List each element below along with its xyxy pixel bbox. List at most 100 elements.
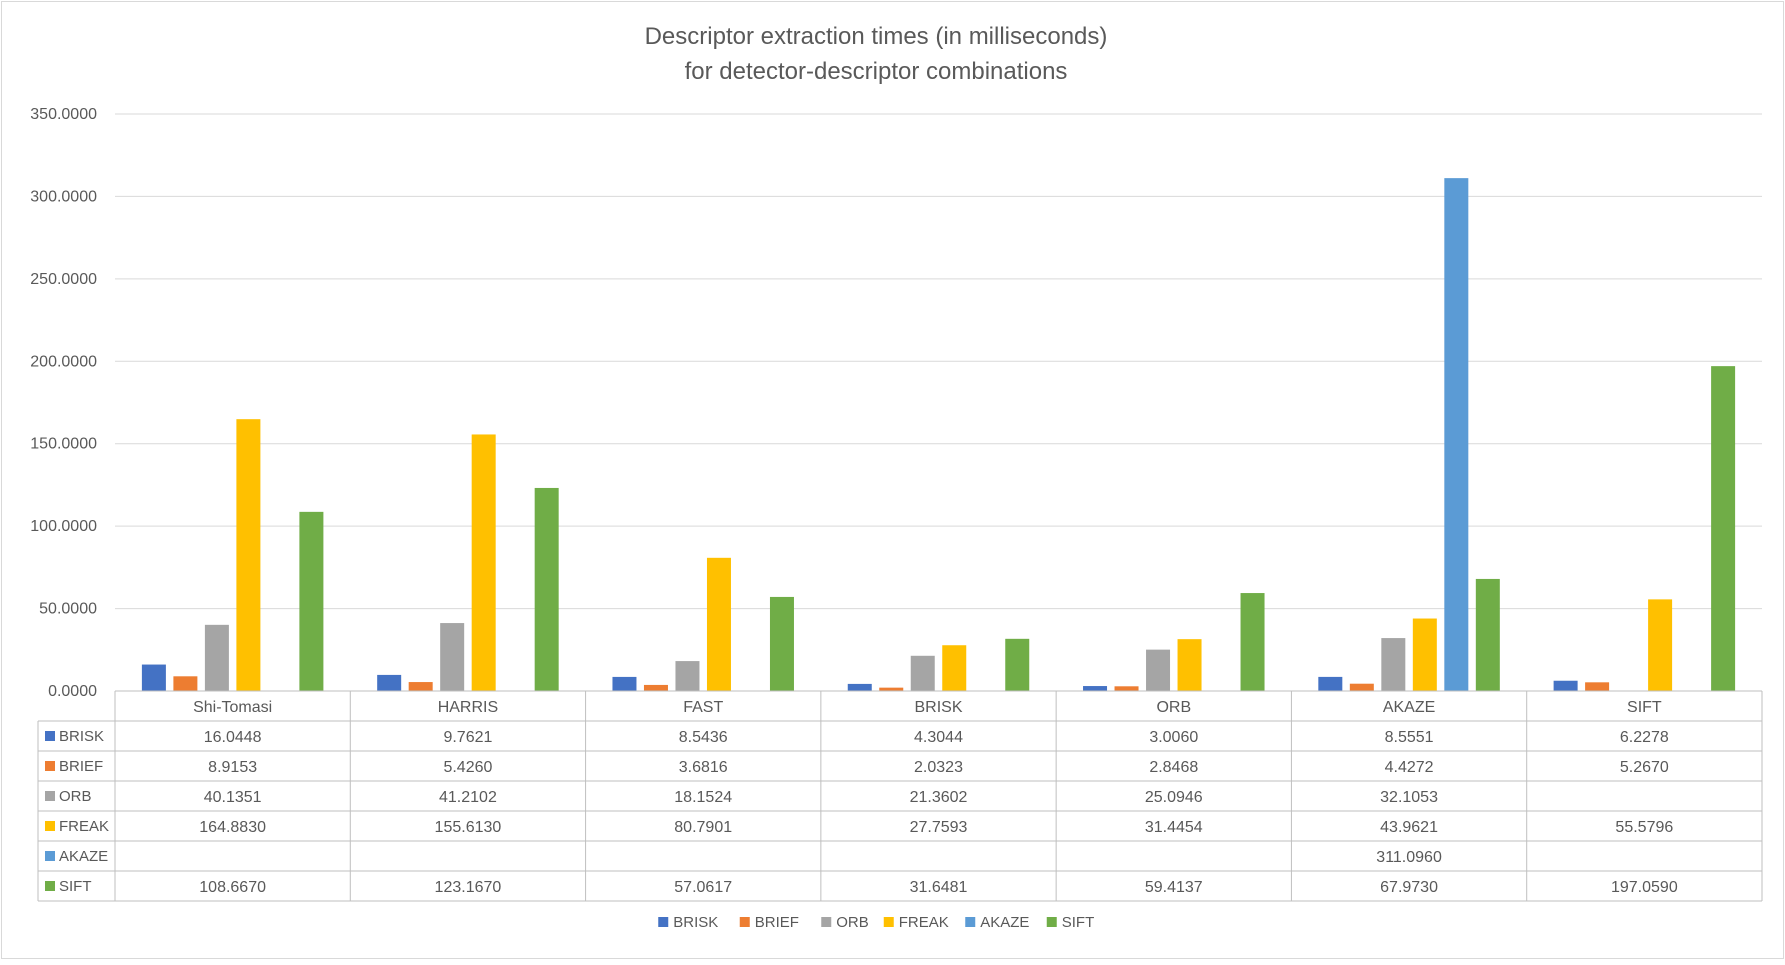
bar-sift-harris bbox=[534, 487, 559, 691]
bar-brisk-harris bbox=[377, 674, 402, 691]
y-tick-label: 300.0000 bbox=[30, 188, 97, 205]
bar-brief-shi-tomasi bbox=[173, 676, 198, 691]
data-label: 3.0060 bbox=[1149, 729, 1198, 746]
legend-label-akaze: AKAZE bbox=[980, 914, 1029, 931]
bar-brief-akaze bbox=[1349, 683, 1374, 691]
bar-orb-akaze bbox=[1381, 638, 1406, 691]
data-label: 5.4260 bbox=[443, 759, 492, 776]
data-label: 197.0590 bbox=[1611, 879, 1678, 896]
bar-brisk-shi-tomasi bbox=[141, 664, 166, 691]
table-legend-key bbox=[45, 851, 55, 861]
data-label: 31.6481 bbox=[910, 879, 968, 896]
category-label: HARRIS bbox=[438, 699, 498, 716]
table-series-label: AKAZE bbox=[59, 848, 108, 865]
bar-brief-orb bbox=[1114, 686, 1139, 691]
data-label: 55.5796 bbox=[1615, 819, 1673, 836]
legend-swatch-freak bbox=[883, 917, 894, 927]
table-legend-key bbox=[45, 821, 55, 831]
data-label: 80.7901 bbox=[674, 819, 732, 836]
bar-brief-fast bbox=[643, 684, 668, 691]
legend-label-sift: SIFT bbox=[1062, 914, 1095, 931]
legend-label-brief: BRIEF bbox=[755, 914, 799, 931]
table-series-label: SIFT bbox=[59, 878, 92, 895]
data-label: 2.8468 bbox=[1149, 759, 1198, 776]
data-label: 59.4137 bbox=[1145, 879, 1203, 896]
data-label: 123.1670 bbox=[435, 879, 502, 896]
chart-title-line-2: for detector-descriptor combinations bbox=[685, 58, 1068, 85]
bar-freak-akaze bbox=[1412, 618, 1437, 691]
data-label: 32.1053 bbox=[1380, 789, 1438, 806]
bar-freak-fast bbox=[706, 557, 731, 691]
data-label: 108.6670 bbox=[199, 879, 266, 896]
data-label: 31.4454 bbox=[1145, 819, 1203, 836]
data-label: 57.0617 bbox=[674, 879, 732, 896]
bar-sift-fast bbox=[769, 596, 794, 691]
y-tick-label: 250.0000 bbox=[30, 271, 97, 288]
category-label: AKAZE bbox=[1383, 699, 1435, 716]
bar-akaze-akaze bbox=[1444, 178, 1469, 692]
bar-freak-brisk bbox=[942, 645, 967, 691]
bar-sift-akaze bbox=[1475, 578, 1500, 691]
data-label: 43.9621 bbox=[1380, 819, 1438, 836]
y-tick-label: 200.0000 bbox=[30, 353, 97, 370]
bar-orb-fast bbox=[675, 661, 700, 691]
legend-swatch-brief bbox=[739, 917, 750, 927]
bar-freak-harris bbox=[471, 434, 496, 691]
category-label: ORB bbox=[1156, 699, 1191, 716]
legend: BRISK BRIEF ORB FREAK AKAZE SIFT bbox=[658, 914, 1094, 931]
legend-swatch-akaze bbox=[965, 917, 976, 927]
bar-orb-harris bbox=[440, 623, 465, 691]
data-label: 41.2102 bbox=[439, 789, 497, 806]
table-legend-key bbox=[45, 731, 55, 741]
data-label: 311.0960 bbox=[1376, 849, 1442, 866]
legend-swatch-orb bbox=[821, 917, 832, 927]
data-label: 4.4272 bbox=[1385, 759, 1434, 776]
table-legend-key bbox=[45, 761, 55, 771]
data-table: Shi-Tomasi HARRIS FAST BRISK ORB AKAZE SIFT BRI… bbox=[37, 690, 1763, 902]
bar-brisk-orb bbox=[1083, 686, 1108, 691]
y-tick-label: 100.0000 bbox=[30, 518, 97, 535]
bar-orb-brisk bbox=[910, 655, 935, 691]
data-label: 8.5436 bbox=[679, 729, 728, 746]
data-label: 25.0946 bbox=[1145, 789, 1203, 806]
table-series-label: ORB bbox=[59, 788, 92, 805]
data-label: 4.3044 bbox=[914, 729, 963, 746]
bar-brief-harris bbox=[408, 682, 433, 691]
legend-swatch-brisk bbox=[658, 917, 669, 927]
table-series-label: FREAK bbox=[59, 818, 109, 835]
data-label: 6.2278 bbox=[1620, 729, 1669, 746]
bar-freak-shi-tomasi bbox=[236, 419, 261, 691]
bar-brisk-fast bbox=[612, 676, 637, 691]
category-label: FAST bbox=[683, 699, 723, 716]
data-label: 18.1524 bbox=[674, 789, 732, 806]
legend-label-freak: FREAK bbox=[899, 914, 949, 931]
bar-freak-orb bbox=[1177, 639, 1202, 691]
data-label: 3.6816 bbox=[679, 759, 728, 776]
bar-orb-orb bbox=[1146, 649, 1171, 691]
category-label: BRISK bbox=[914, 699, 962, 716]
bar-brisk-akaze bbox=[1318, 676, 1343, 691]
bar-brief-brisk bbox=[879, 687, 904, 691]
bar-sift-orb bbox=[1240, 593, 1265, 691]
chart-title-line-1: Descriptor extraction times (in millisec… bbox=[645, 23, 1108, 50]
data-label: 67.9730 bbox=[1380, 879, 1438, 896]
legend-label-brisk: BRISK bbox=[673, 914, 718, 931]
bar-sift-brisk bbox=[1005, 638, 1030, 691]
data-label: 155.6130 bbox=[435, 819, 502, 836]
y-tick-label: 350.0000 bbox=[30, 106, 97, 123]
table-series-label: BRISK bbox=[59, 728, 104, 745]
data-label: 5.2670 bbox=[1620, 759, 1669, 776]
bar-sift-sift bbox=[1711, 366, 1736, 691]
y-axis-tick-labels: 0.0000 50.0000 100.0000 150.0000 200.0000 250… bbox=[30, 106, 97, 700]
table-legend-key bbox=[45, 791, 55, 801]
legend-label-orb: ORB bbox=[836, 914, 869, 931]
table-series-label: BRIEF bbox=[59, 758, 103, 775]
data-label: 27.7593 bbox=[910, 819, 968, 836]
bar-orb-shi-tomasi bbox=[204, 624, 229, 691]
data-label: 8.5551 bbox=[1385, 729, 1434, 746]
bar-brisk-brisk bbox=[847, 683, 872, 691]
bar-brief-sift bbox=[1585, 682, 1610, 691]
